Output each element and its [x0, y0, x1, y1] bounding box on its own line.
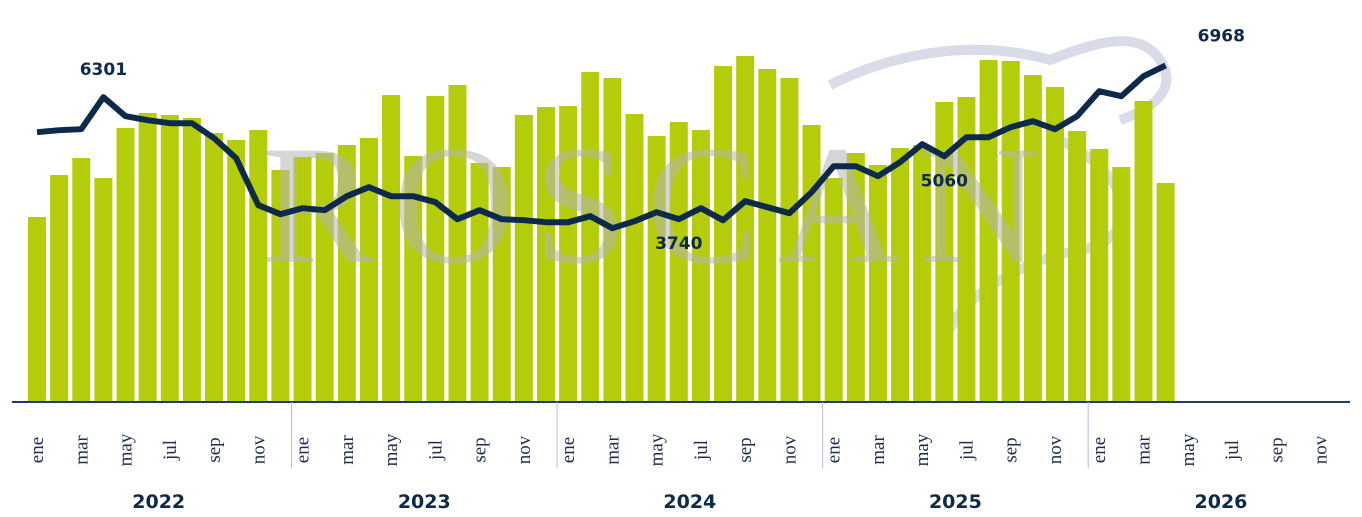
x-tick-label: may: [116, 433, 137, 466]
value-label: 6301: [80, 60, 127, 80]
bar: [1157, 183, 1175, 402]
bar: [1090, 149, 1108, 402]
bar: [205, 133, 223, 402]
bar: [1112, 167, 1130, 402]
x-tick-label: ene: [293, 437, 314, 463]
bar: [1068, 131, 1086, 402]
x-tick-label: sep: [204, 437, 225, 462]
x-tick-label: ene: [558, 437, 579, 463]
year-label: 2024: [663, 491, 716, 513]
x-tick-label: nov: [514, 435, 535, 464]
bar: [161, 115, 179, 402]
year-label: 2026: [1195, 491, 1248, 513]
chart: ROSCAN 6301 3740 5060 6968 ene mar may jul sep nov…: [0, 0, 1362, 517]
x-tick-label: sep: [735, 437, 756, 462]
bar: [139, 113, 157, 402]
x-tick-label: mar: [868, 435, 889, 465]
x-tick-label: sep: [470, 437, 491, 462]
bar: [117, 128, 135, 402]
x-tick-label: mar: [71, 435, 92, 465]
x-tick-label: mar: [1134, 435, 1155, 465]
x-tick-label: sep: [1001, 437, 1022, 462]
value-label: 6968: [1198, 26, 1245, 46]
value-label: 5060: [921, 171, 968, 191]
year-label: 2025: [929, 491, 982, 513]
x-tick-label: may: [381, 433, 402, 466]
x-tick-label: jul: [160, 440, 181, 461]
x-tick-label: mar: [602, 435, 623, 465]
bar: [183, 118, 201, 402]
bar: [1135, 101, 1153, 402]
x-tick-label: mar: [337, 435, 358, 465]
x-tick-label: nov: [1045, 435, 1066, 464]
x-tick-label: nov: [248, 435, 269, 464]
x-tick-label: may: [912, 433, 933, 466]
x-tick-label: jul: [1222, 440, 1243, 461]
bar: [50, 175, 68, 402]
bar: [72, 158, 90, 402]
x-tick-label: may: [1178, 433, 1199, 466]
value-label: 3740: [655, 234, 702, 254]
watermark: ROSCAN: [261, 111, 1059, 299]
x-tick-label: nov: [1311, 435, 1332, 464]
year-label: 2023: [398, 491, 451, 513]
year-label: 2022: [132, 491, 185, 513]
x-tick-label: ene: [1089, 437, 1110, 463]
x-tick-label: jul: [425, 440, 446, 461]
x-tick-label: may: [647, 433, 668, 466]
bar: [227, 140, 245, 402]
bar: [94, 178, 112, 402]
x-tick-label: ene: [824, 437, 845, 463]
x-tick-label: ene: [27, 437, 48, 463]
x-tick-label: jul: [691, 440, 712, 461]
x-tick-label: nov: [779, 435, 800, 464]
x-tick-label: sep: [1266, 437, 1287, 462]
bar: [28, 217, 46, 402]
x-tick-label: jul: [956, 440, 977, 461]
